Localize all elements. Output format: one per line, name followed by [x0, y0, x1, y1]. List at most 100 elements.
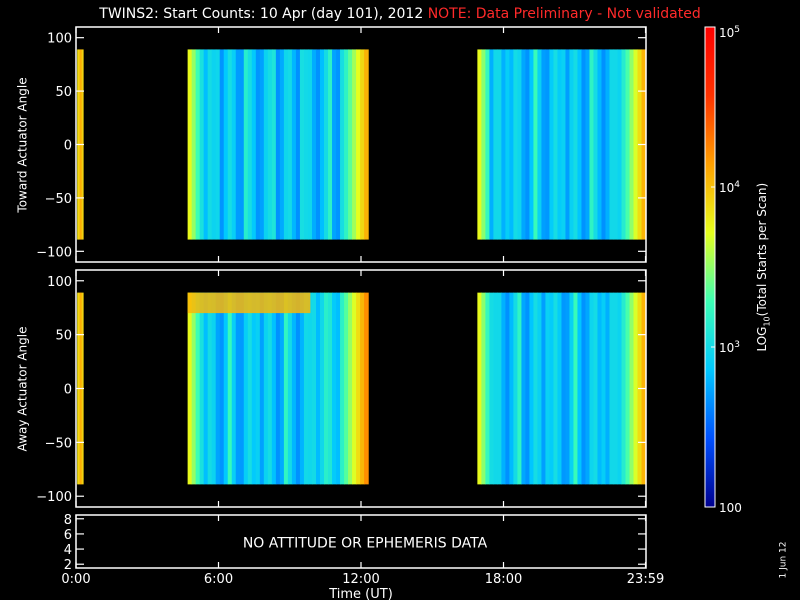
heatmap-cell: [585, 49, 591, 240]
y-tick: 100: [47, 32, 646, 47]
heatmap-cell: [545, 49, 551, 240]
heatmap-cell: [613, 292, 619, 485]
heatmap-cell: [617, 292, 623, 485]
x-axis-label: Time (UT): [328, 587, 393, 600]
heatmap-cell: [521, 292, 527, 485]
x-axis: 0:00 6:00 12:00 18:00 23:59 Time (UT): [61, 572, 664, 600]
heatmap-cell: [303, 292, 309, 485]
heatmap-cell: [593, 292, 599, 485]
heatmap-cell: [255, 292, 261, 485]
heatmap-cell: [493, 49, 498, 240]
heatmap-cell: [187, 49, 193, 240]
heatmap-cell: [203, 292, 209, 485]
heatmap-cell: [509, 292, 515, 485]
heatmap-cell: [348, 49, 353, 240]
heatmap-cell: [263, 292, 269, 485]
y-tick: 4: [64, 543, 646, 558]
y-tick-label: −100: [36, 490, 72, 505]
heatmap-cell: [195, 292, 201, 485]
data-block: [477, 292, 647, 485]
colorbar-tick-label: 104: [719, 180, 740, 195]
heatmap-cell: [267, 49, 273, 240]
panel-toward: −100 −50 0 50 100: [36, 26, 647, 263]
heatmap-cell: [356, 49, 361, 240]
x-tick-label: 18:00: [485, 572, 522, 587]
heatmap-cell: [356, 292, 361, 485]
heatmap-cell: [601, 49, 607, 240]
heatmap-cell: [517, 292, 523, 485]
heatmap-cell: [287, 292, 293, 485]
heatmap-cell: [525, 292, 531, 485]
y-tick: 8: [64, 513, 646, 528]
heatmap-cell: [569, 292, 575, 485]
heatmap-cell: [344, 292, 349, 485]
heatmap-cell: [529, 292, 535, 485]
heatmap-cell: [235, 49, 241, 240]
y-tick-label: 50: [55, 85, 72, 100]
heatmap-cell: [279, 292, 285, 485]
heatmap-cell: [328, 292, 333, 485]
heatmap-cell: [303, 49, 309, 240]
heatmap-cell: [589, 292, 595, 485]
heatmap-cell: [629, 292, 635, 485]
heatmap-cell: [315, 292, 321, 485]
y-tick-label: 8: [64, 513, 72, 528]
heatmap-cell: [625, 49, 631, 240]
heatmap-cell: [621, 49, 627, 240]
heatmap-cell: [207, 49, 213, 240]
y-tick-label: 50: [55, 329, 72, 344]
y-tick-label: 6: [64, 528, 72, 543]
heatmap-cell: [633, 49, 639, 240]
heatmap-cell: [521, 49, 527, 240]
heatmap-cell: [291, 49, 297, 240]
x-tick-label: 0:00: [61, 572, 90, 587]
y-tick-label: 4: [64, 543, 72, 558]
heatmap-cell: [195, 49, 201, 240]
heatmap-cell: [593, 49, 599, 240]
y-tick-label: −50: [45, 436, 72, 451]
y-tick: 50: [55, 329, 646, 344]
heatmap-cell: [505, 292, 511, 485]
colorbar-tick-label: 103: [719, 340, 740, 355]
heatmap-cell: [231, 292, 237, 485]
heatmap-cell: [344, 49, 349, 240]
heatmap-cell: [360, 292, 365, 485]
heatmap-cell: [247, 292, 253, 485]
colorbar-scale: [704, 26, 716, 508]
heatmap-cell: [319, 49, 325, 240]
heatmap-cell: [267, 292, 273, 485]
heatmap-cell: [352, 49, 357, 240]
heatmap-cell: [324, 292, 329, 485]
y-tick: 0: [64, 383, 646, 398]
x-tick-label: 6:00: [204, 572, 233, 587]
heatmap-cell: [207, 292, 213, 485]
heatmap-cell: [271, 292, 277, 485]
y-tick-label: 0: [64, 139, 72, 154]
y-axis-label-toward: Toward Actuator Angle: [15, 76, 30, 213]
heatmap-cell: [239, 49, 245, 240]
heatmap-cell: [219, 49, 225, 240]
heatmap-cell: [513, 49, 519, 240]
y-tick-label: −100: [36, 245, 72, 260]
heatmap-cell: [557, 49, 563, 240]
heatmap-cell: [291, 292, 297, 485]
heatmap-cell: [537, 49, 543, 240]
heatmap-cell: [581, 292, 587, 485]
heatmap-cell: [533, 49, 539, 240]
heatmap-cell: [243, 49, 249, 240]
y-tick: 100: [47, 275, 646, 290]
heatmap-cell: [199, 49, 205, 240]
heatmap-cell: [541, 49, 547, 240]
heatmap-cell: [569, 49, 575, 240]
colorbar-tick-label: 105: [719, 25, 740, 40]
heatmap-cell: [501, 49, 506, 240]
heatmap-cell: [533, 292, 539, 485]
heatmap-cell: [565, 292, 571, 485]
y-tick: 2: [64, 558, 646, 573]
y-tick: 50: [55, 85, 646, 100]
heatmap-cell: [613, 49, 619, 240]
heatmap-cell: [360, 49, 365, 240]
heatmap-cell: [223, 49, 229, 240]
